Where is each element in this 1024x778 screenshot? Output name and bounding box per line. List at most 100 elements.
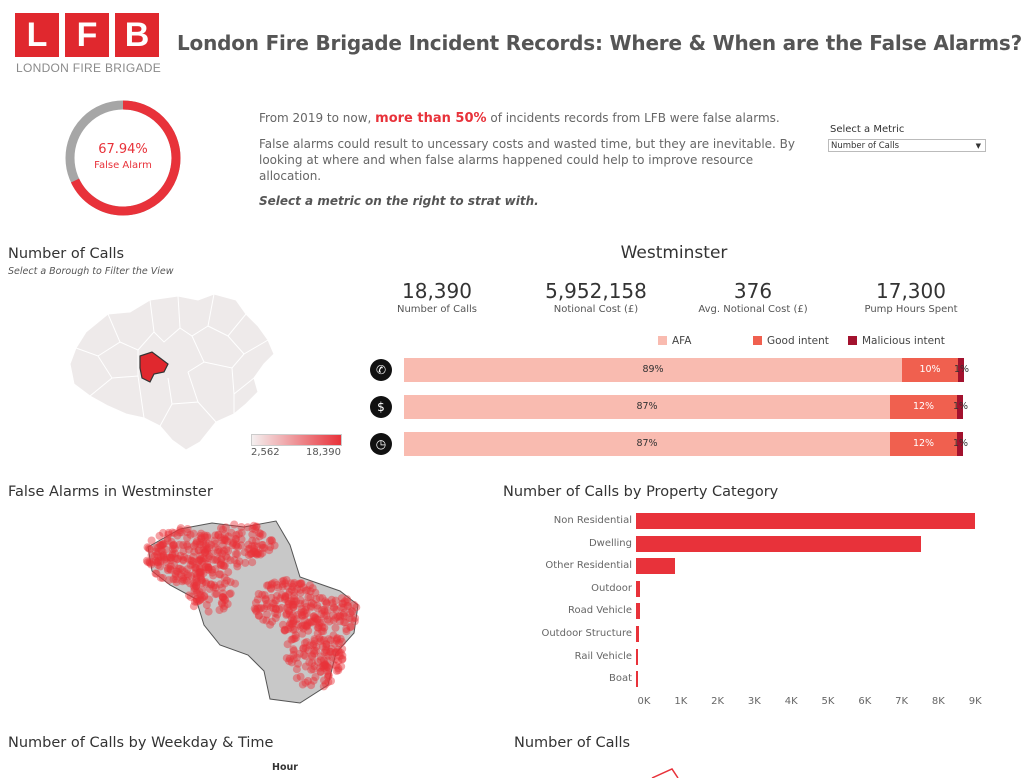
incident-point <box>174 564 183 573</box>
incident-point <box>194 597 203 605</box>
incident-point <box>186 593 195 601</box>
incident-point <box>296 599 305 608</box>
incident-point <box>267 580 276 589</box>
incident-point <box>233 559 242 568</box>
incident-point <box>219 594 228 602</box>
incident-point <box>216 570 225 579</box>
incident-point <box>253 549 262 557</box>
incident-point <box>192 537 201 546</box>
incident-point <box>266 543 275 551</box>
incident-point <box>267 584 275 592</box>
incident-point <box>192 563 201 572</box>
category-bar[interactable] <box>636 558 675 575</box>
incident-point <box>158 574 167 582</box>
incident-point <box>289 616 298 625</box>
incident-point <box>282 610 291 619</box>
incident-point <box>230 556 239 565</box>
incident-point <box>176 524 185 533</box>
incident-point <box>218 593 227 602</box>
incident-point <box>182 540 191 549</box>
incident-point <box>154 556 163 565</box>
incident-point <box>151 569 160 578</box>
incident-point <box>260 544 269 552</box>
incident-point <box>338 655 347 664</box>
incident-point <box>289 603 298 611</box>
incident-point <box>252 607 261 616</box>
incident-point <box>287 585 296 594</box>
incident-point <box>147 560 156 569</box>
incident-point <box>251 548 260 556</box>
incident-point <box>204 539 213 548</box>
incident-point <box>313 616 322 624</box>
incident-point <box>289 625 298 634</box>
incident-point <box>251 549 260 558</box>
incident-point <box>288 582 297 591</box>
incident-point <box>233 550 242 559</box>
incident-point <box>183 528 192 537</box>
incident-point <box>335 639 343 647</box>
incident-point <box>189 602 198 611</box>
incident-point <box>200 549 209 557</box>
stacked-bar-calls: 89% 10% 1% <box>404 358 969 382</box>
metric-select[interactable]: Number of Calls ▼ <box>828 139 986 152</box>
incident-point <box>241 558 250 567</box>
incident-point <box>285 654 294 663</box>
incident-point <box>322 640 331 648</box>
incident-point <box>314 623 323 632</box>
incident-point <box>289 651 298 659</box>
incident-point <box>281 626 290 635</box>
incident-point <box>177 571 186 580</box>
incident-point <box>271 604 280 613</box>
incident-point <box>183 542 192 551</box>
incident-point <box>255 604 264 613</box>
category-bar[interactable] <box>636 535 922 552</box>
incident-point <box>178 566 187 575</box>
london-borough-map[interactable] <box>68 292 278 452</box>
category-bar[interactable] <box>636 648 638 665</box>
incident-point <box>150 552 159 561</box>
incident-point <box>308 584 317 593</box>
incident-point <box>192 578 201 587</box>
bar-seg-afa: 87% <box>404 432 890 456</box>
incident-point <box>298 629 307 638</box>
incident-point <box>254 549 263 558</box>
incident-point <box>168 528 177 537</box>
incident-point <box>335 648 344 657</box>
incident-point <box>179 573 188 581</box>
incident-point <box>301 639 309 647</box>
incident-point <box>220 561 229 570</box>
incident-point <box>278 582 287 591</box>
incident-point <box>171 570 180 579</box>
calls-line-fragment <box>651 768 679 778</box>
incident-point <box>322 611 331 620</box>
incident-point <box>170 561 179 570</box>
incident-point <box>322 648 331 657</box>
false-alarms-point-map[interactable] <box>140 515 365 710</box>
incident-point <box>209 583 218 592</box>
incident-point <box>336 648 345 657</box>
incident-point <box>332 605 341 614</box>
westminster-borough[interactable] <box>139 351 169 383</box>
incident-point <box>268 579 277 588</box>
incident-point <box>250 604 259 613</box>
incident-point <box>303 619 312 628</box>
incident-point <box>191 563 200 572</box>
incident-point <box>180 568 189 577</box>
category-label: Outdoor <box>591 582 632 594</box>
incident-point <box>298 680 307 689</box>
incident-point <box>158 547 167 556</box>
category-bar[interactable] <box>636 671 638 688</box>
category-bar[interactable] <box>636 626 639 642</box>
incident-point <box>323 663 332 671</box>
category-bar[interactable] <box>636 603 640 620</box>
incident-point <box>269 599 278 608</box>
incident-point <box>211 565 220 574</box>
category-bar[interactable] <box>636 513 975 529</box>
incident-point <box>218 541 227 550</box>
incident-point <box>170 544 179 553</box>
category-bar[interactable] <box>636 580 641 597</box>
incident-point <box>265 536 274 545</box>
incident-point <box>156 557 165 566</box>
incident-point <box>159 552 168 561</box>
incident-point <box>271 609 279 618</box>
